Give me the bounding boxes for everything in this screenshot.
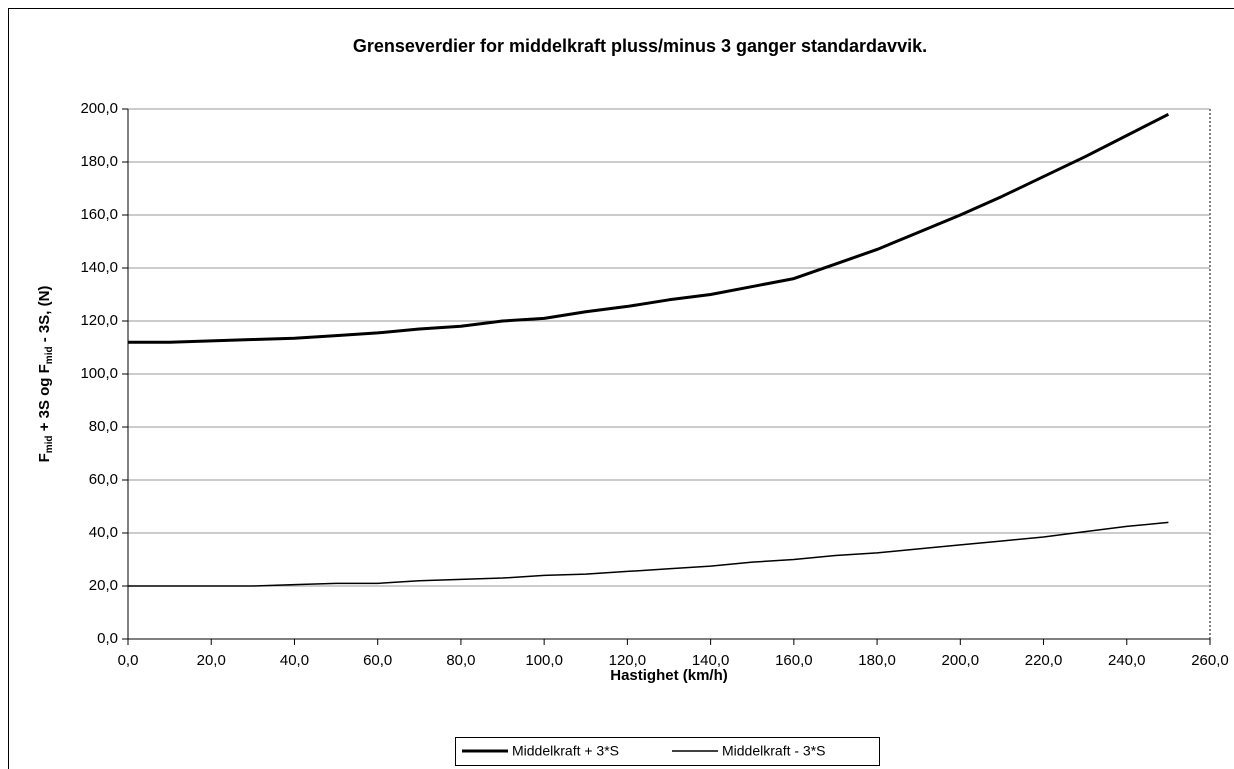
x-tick-label: 40,0	[280, 652, 309, 669]
x-tick-label: 180,0	[858, 652, 896, 669]
y-tick-label: 180,0	[80, 153, 118, 170]
y-tick-label: 0,0	[97, 630, 118, 647]
x-tick-label: 20,0	[197, 652, 226, 669]
x-tick-label: 160,0	[775, 652, 813, 669]
x-tick-label: 100,0	[525, 652, 563, 669]
series-line	[128, 521, 1169, 587]
x-tick-label: 220,0	[1025, 652, 1063, 669]
y-axis-label: Fmid + 3S og Fmid - 3S, (N)	[36, 286, 55, 463]
x-tick-label: 140,0	[692, 652, 730, 669]
y-tick-label: 20,0	[89, 577, 118, 594]
subscript: mid	[44, 435, 55, 453]
x-tick-label: 200,0	[942, 652, 980, 669]
x-tick-label: 60,0	[363, 652, 392, 669]
y-tick-label: 40,0	[89, 524, 118, 541]
label-part: + 3S og F	[36, 364, 53, 435]
subscript: mid	[44, 346, 55, 364]
x-axis-label: Hastighet (km/h)	[610, 667, 728, 684]
y-tick-label: 120,0	[80, 312, 118, 329]
y-tick-label: 160,0	[80, 206, 118, 223]
series-line	[128, 112, 1170, 344]
x-tick-label: 0,0	[118, 652, 139, 669]
x-tick-label: 120,0	[609, 652, 647, 669]
y-tick-label: 100,0	[80, 365, 118, 382]
legend-label: Middelkraft + 3*S	[512, 743, 619, 759]
x-tick-label: 240,0	[1108, 652, 1146, 669]
y-tick-label: 200,0	[80, 100, 118, 117]
label-part: - 3S, (N)	[36, 286, 53, 347]
x-tick-label: 260,0	[1191, 652, 1229, 669]
label-part: F	[36, 453, 53, 462]
y-tick-label: 80,0	[89, 418, 118, 435]
legend-box	[455, 737, 880, 766]
y-tick-label: 140,0	[80, 259, 118, 276]
x-tick-label: 80,0	[446, 652, 475, 669]
chart-title: Grenseverdier for middelkraft pluss/minu…	[353, 36, 927, 56]
y-tick-label: 60,0	[89, 471, 118, 488]
legend-label: Middelkraft - 3*S	[722, 743, 825, 759]
chart-frame	[8, 8, 1234, 769]
